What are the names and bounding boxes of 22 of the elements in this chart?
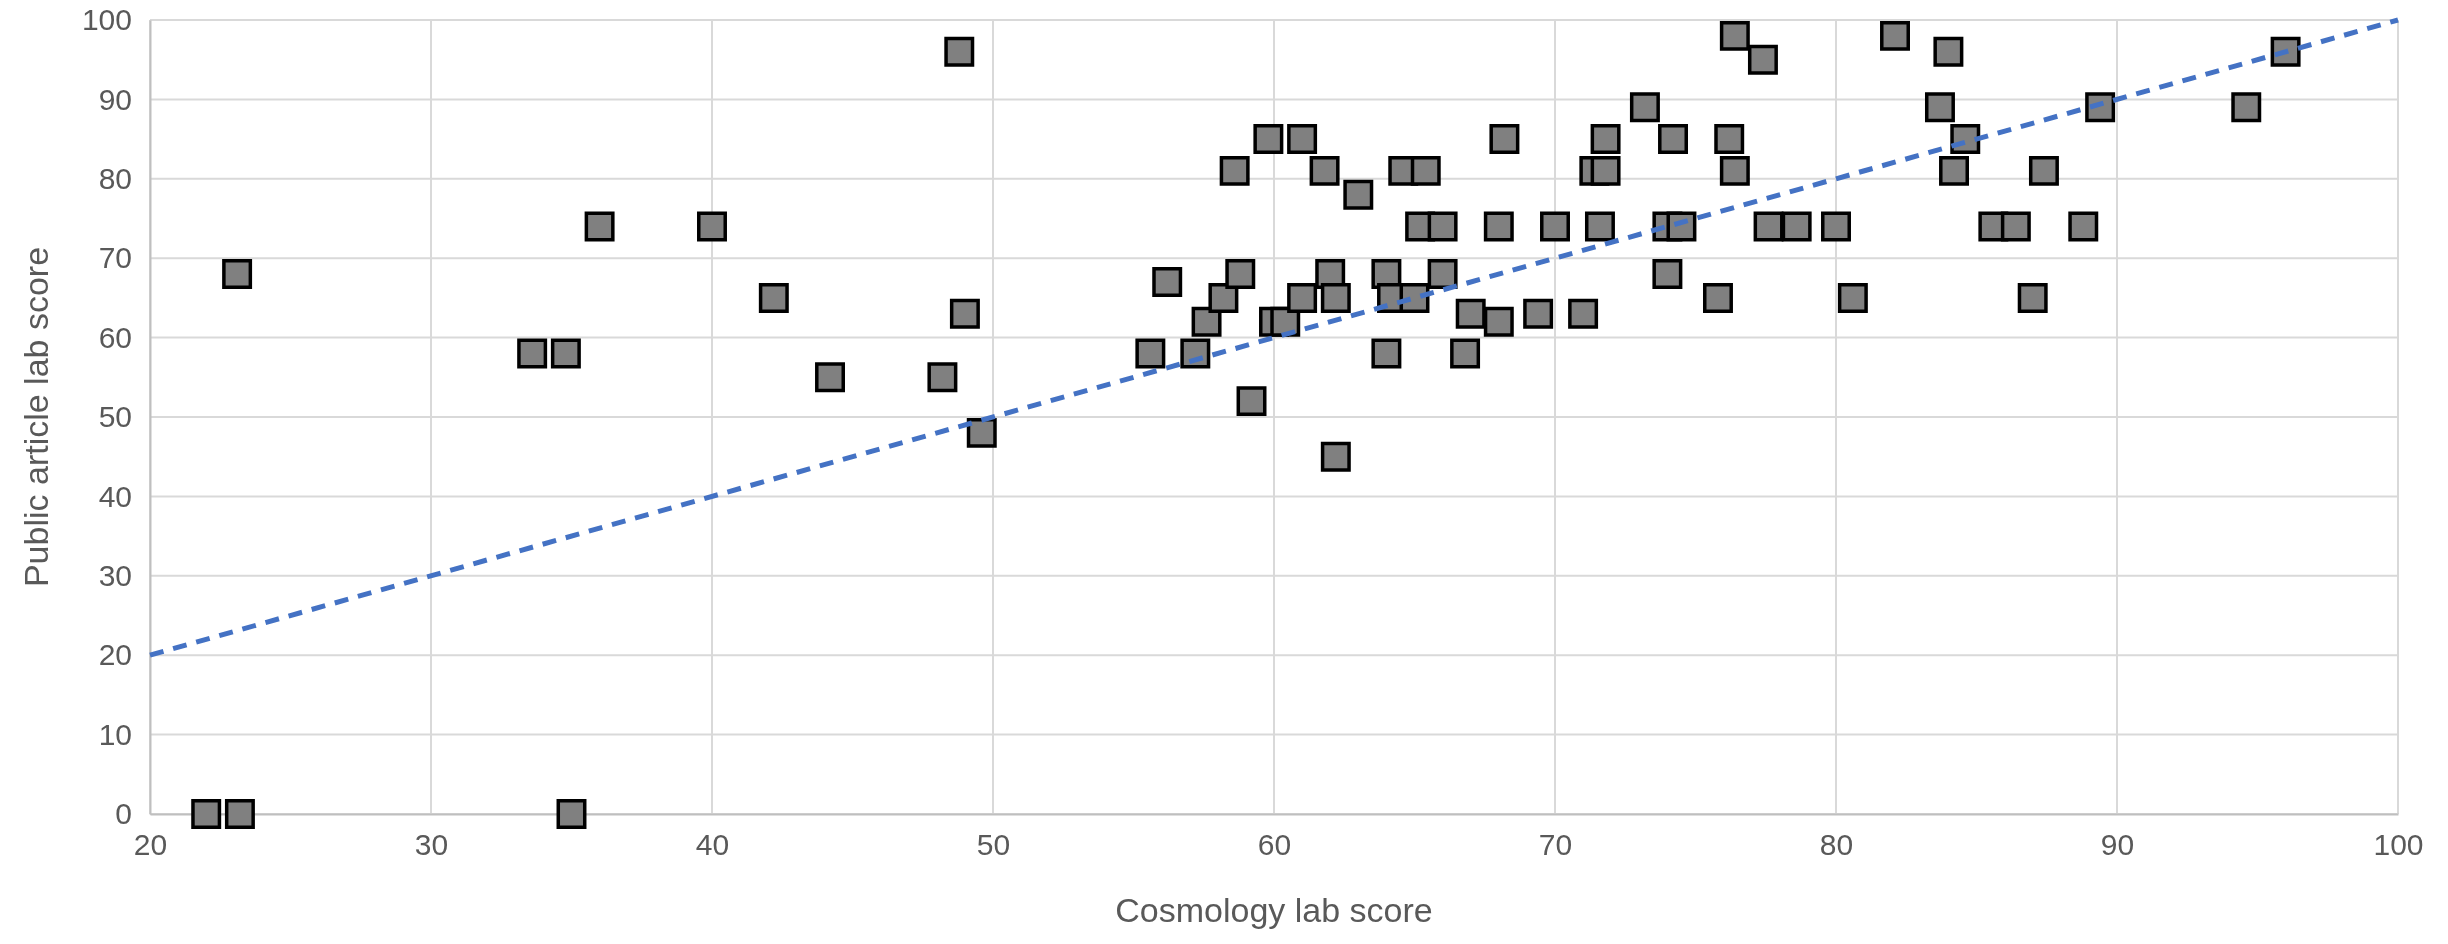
y-tick-label: 40 — [98, 479, 132, 513]
x-tick-label: 70 — [1538, 828, 1573, 862]
x-tick-label: 60 — [1257, 828, 1292, 862]
x-tick-label: 30 — [414, 828, 449, 862]
y-tick-label: 60 — [98, 320, 132, 354]
x-tick-label: 20 — [133, 828, 168, 862]
y-tick-label: 30 — [98, 558, 132, 592]
x-tick-label: 50 — [976, 828, 1011, 862]
y-tick-label: 80 — [98, 161, 132, 195]
x-tick-label: 90 — [2100, 828, 2135, 862]
x-axis-title: Cosmology lab score — [1115, 891, 1433, 929]
y-tick-label: 70 — [98, 241, 132, 275]
y-tick-label: 90 — [98, 82, 132, 116]
y-tick-label: 100 — [81, 3, 132, 37]
x-tick-label: 100 — [2373, 828, 2424, 862]
x-tick-label: 80 — [1819, 828, 1854, 862]
y-tick-label: 0 — [115, 797, 132, 831]
y-tick-label: 20 — [98, 638, 132, 672]
y-tick-label: 10 — [98, 717, 132, 751]
y-tick-label: 50 — [98, 400, 132, 434]
x-tick-label: 40 — [695, 828, 730, 862]
y-axis-title: Public article lab score — [17, 246, 55, 588]
